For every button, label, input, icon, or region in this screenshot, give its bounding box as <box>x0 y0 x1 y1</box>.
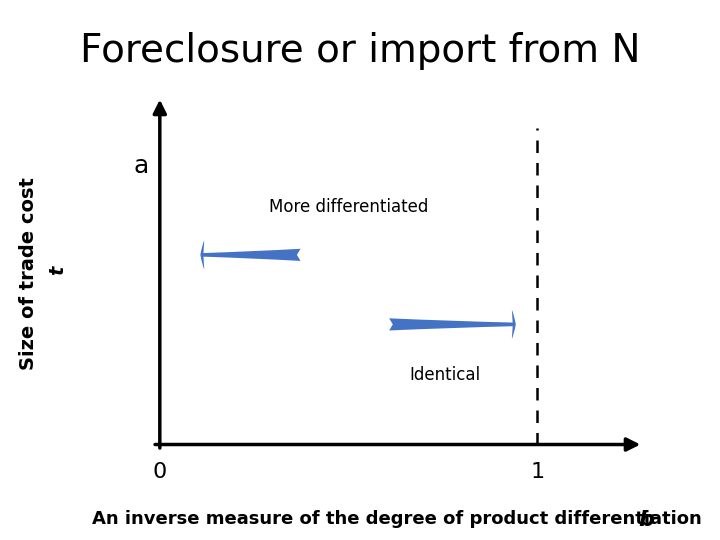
Text: 0: 0 <box>153 462 167 482</box>
Text: b: b <box>638 510 654 530</box>
Text: More differentiated: More differentiated <box>269 198 428 217</box>
Text: 1: 1 <box>531 462 544 482</box>
Text: An inverse measure of the degree of product differentiation: An inverse measure of the degree of prod… <box>91 510 708 528</box>
Text: Size of trade cost: Size of trade cost <box>19 170 38 370</box>
Text: a: a <box>133 154 148 178</box>
Text: Identical: Identical <box>410 366 481 384</box>
Text: Foreclosure or import from N: Foreclosure or import from N <box>80 32 640 70</box>
Text: t: t <box>48 265 67 275</box>
